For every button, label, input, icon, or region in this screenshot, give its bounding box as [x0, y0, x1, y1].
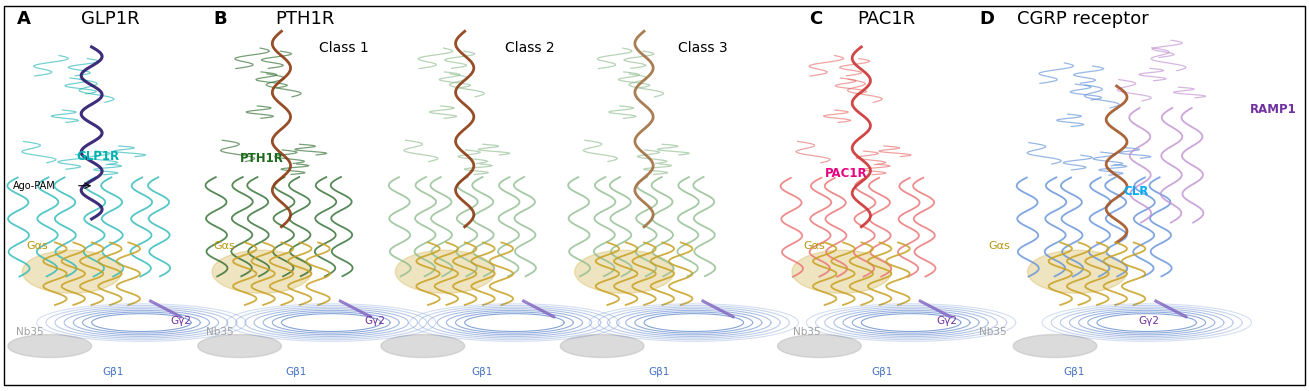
Text: Gγ2: Gγ2	[1139, 316, 1160, 326]
Text: Nb35: Nb35	[979, 327, 1007, 337]
Text: PTH1R: PTH1R	[240, 152, 284, 165]
Text: Gβ1: Gβ1	[471, 367, 492, 377]
Polygon shape	[1028, 250, 1127, 293]
Text: Gβ1: Gβ1	[1063, 367, 1084, 377]
Text: Gγ2: Gγ2	[170, 316, 191, 326]
Text: Ago-PAM: Ago-PAM	[13, 181, 56, 191]
Text: Class 3: Class 3	[678, 41, 728, 55]
Text: GLP1R: GLP1R	[81, 10, 140, 28]
Polygon shape	[8, 335, 92, 357]
Text: Nb35: Nb35	[206, 327, 233, 337]
Text: CLR: CLR	[1123, 185, 1148, 198]
Polygon shape	[1013, 335, 1097, 357]
Polygon shape	[575, 250, 674, 293]
Polygon shape	[381, 335, 465, 357]
Text: Nb35: Nb35	[793, 327, 821, 337]
Polygon shape	[778, 335, 861, 357]
Text: Gαs: Gαs	[988, 241, 1011, 251]
Text: A: A	[17, 10, 31, 28]
Text: Gβ1: Gβ1	[285, 367, 306, 377]
Polygon shape	[395, 250, 495, 293]
Text: PTH1R: PTH1R	[275, 10, 334, 28]
Text: GLP1R: GLP1R	[76, 150, 119, 163]
Text: CGRP receptor: CGRP receptor	[1017, 10, 1149, 28]
Text: Class 2: Class 2	[505, 41, 555, 55]
Text: Gαs: Gαs	[213, 241, 236, 251]
Text: RAMP1: RAMP1	[1250, 103, 1297, 116]
Text: Gβ1: Gβ1	[872, 367, 893, 377]
Text: PAC1R: PAC1R	[825, 167, 868, 181]
Text: Gαs: Gαs	[26, 241, 48, 251]
Text: Gγ2: Gγ2	[936, 316, 957, 326]
Text: Gαs: Gαs	[804, 241, 826, 251]
Polygon shape	[198, 335, 281, 357]
Text: Gβ1: Gβ1	[102, 367, 123, 377]
Text: D: D	[979, 10, 994, 28]
Polygon shape	[212, 250, 312, 293]
Text: Gβ1: Gβ1	[648, 367, 669, 377]
Text: Gγ2: Gγ2	[364, 316, 385, 326]
Text: PAC1R: PAC1R	[857, 10, 915, 28]
Polygon shape	[560, 335, 644, 357]
Polygon shape	[792, 250, 891, 293]
Text: Nb35: Nb35	[16, 327, 43, 337]
Text: B: B	[213, 10, 226, 28]
Text: Class 1: Class 1	[319, 41, 369, 55]
Text: C: C	[809, 10, 822, 28]
Polygon shape	[22, 250, 122, 293]
